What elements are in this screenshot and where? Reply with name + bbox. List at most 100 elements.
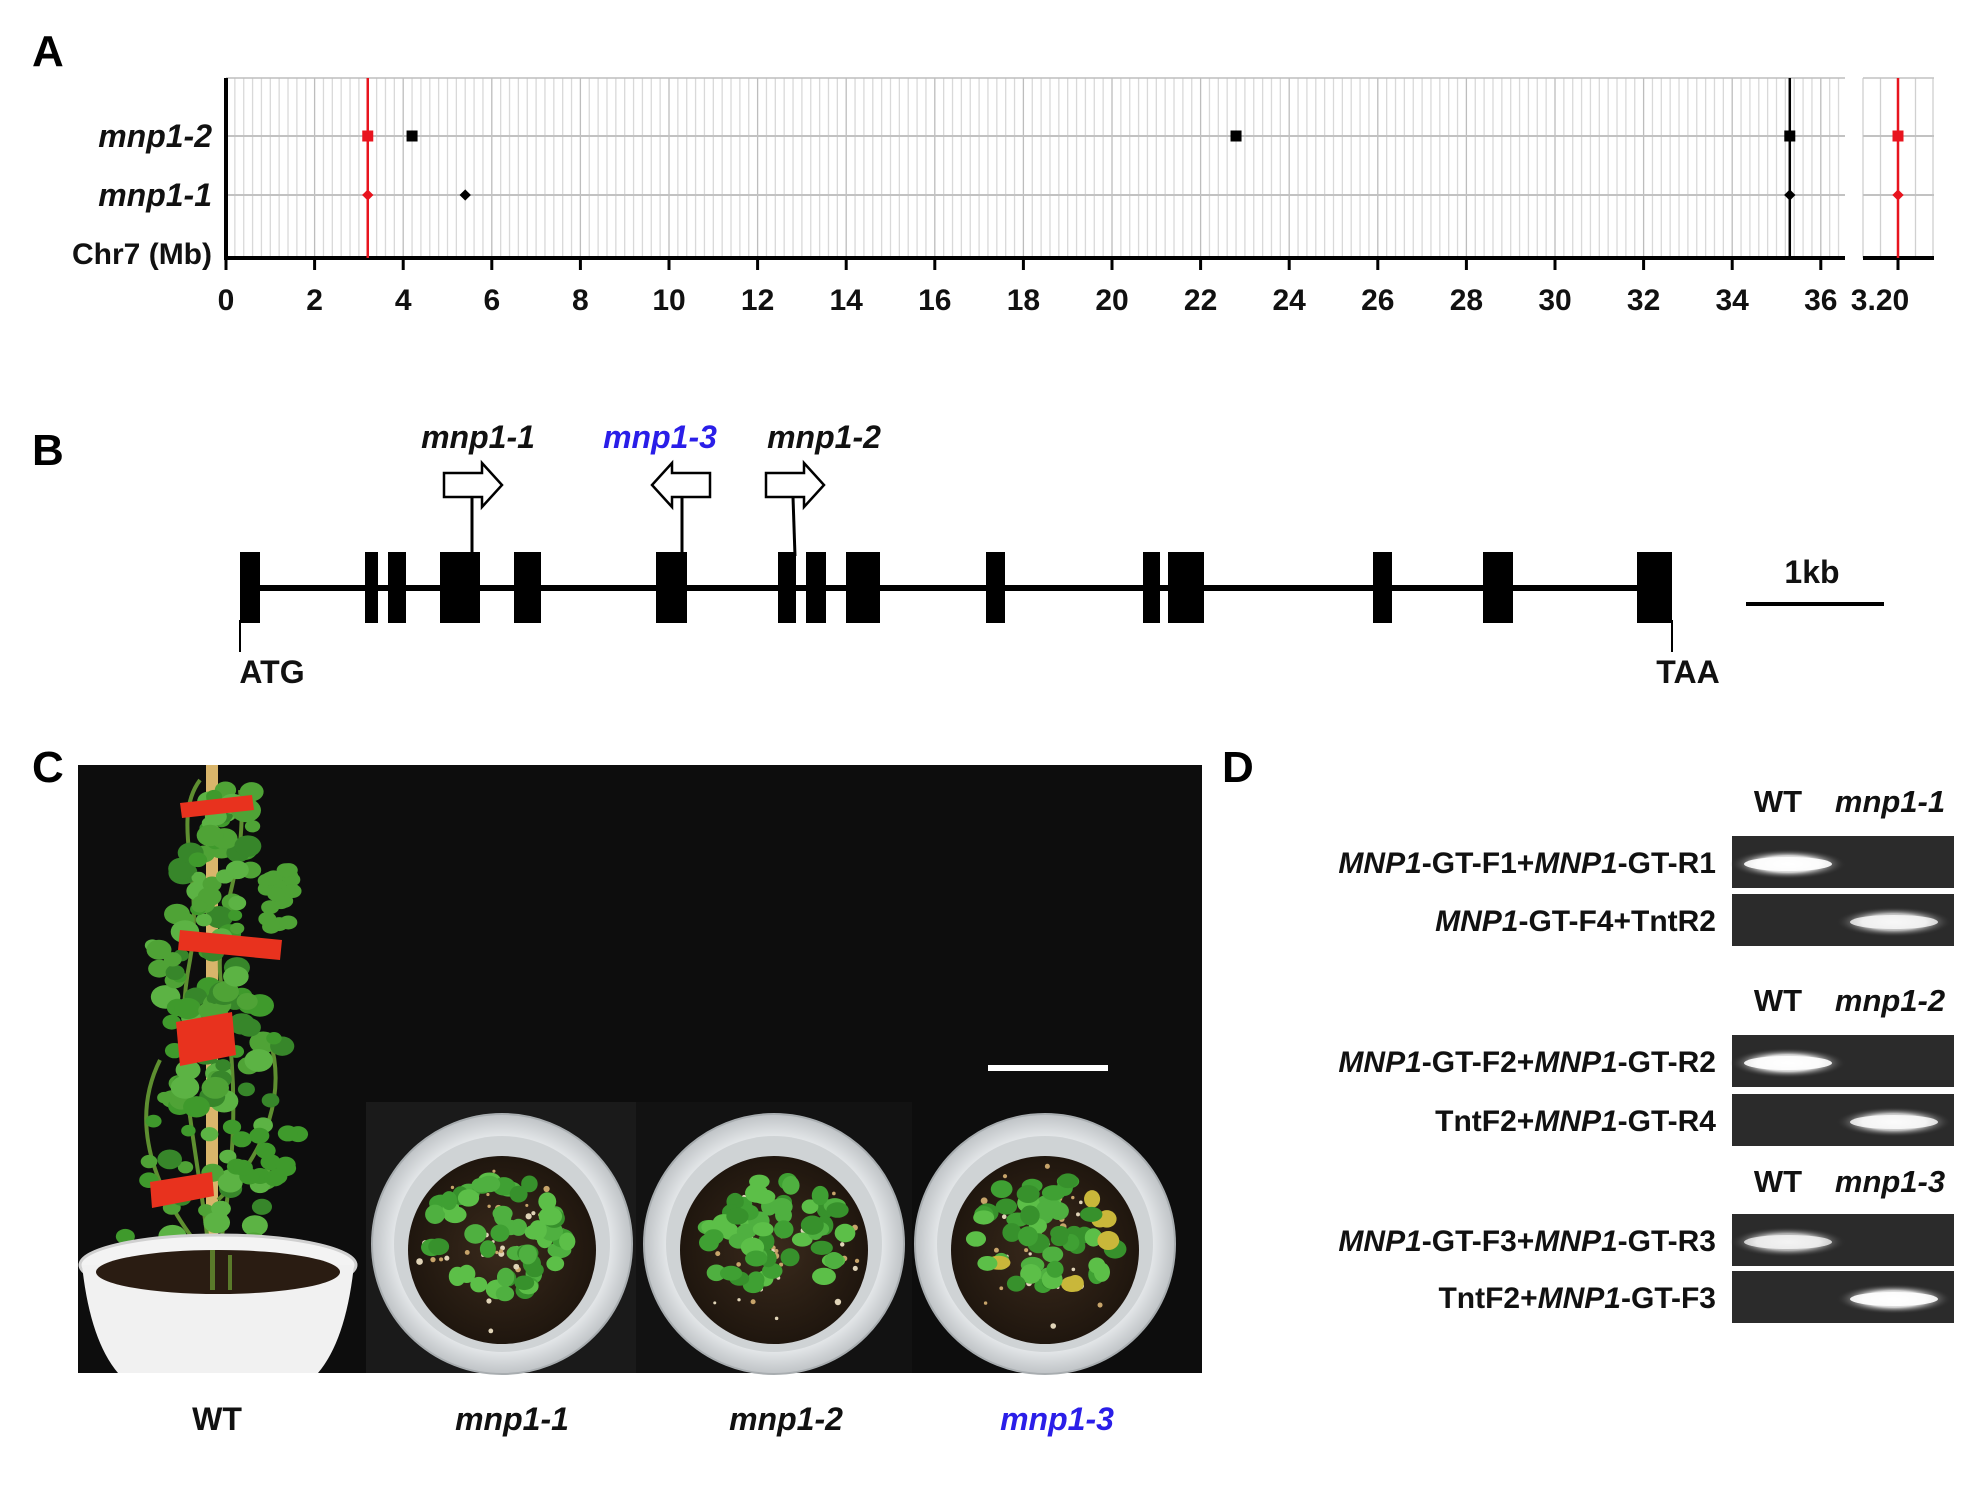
gel-band-core bbox=[1850, 1292, 1938, 1306]
soil-speck bbox=[430, 1257, 436, 1263]
soil-speck bbox=[713, 1301, 717, 1305]
panel-label-d: D bbox=[1222, 743, 1254, 792]
leaf bbox=[267, 887, 286, 902]
red-tape bbox=[150, 795, 282, 1208]
seedling-leaf bbox=[752, 1222, 774, 1237]
soil-speck bbox=[1097, 1302, 1103, 1308]
seedling-leaf bbox=[490, 1224, 510, 1242]
seedling-leaf bbox=[811, 1185, 829, 1206]
soil-speck bbox=[543, 1185, 550, 1193]
primer-part: TntF2+ bbox=[1435, 1105, 1534, 1138]
seedling-leaf bbox=[1006, 1275, 1026, 1292]
leaf bbox=[261, 871, 280, 886]
leaf bbox=[261, 1093, 280, 1108]
leaf bbox=[228, 909, 243, 922]
seedling-leaf bbox=[1016, 1185, 1040, 1204]
gel-group: WT mnp1-3MNP1-GT-F3+MNP1-GT-R3TntF2+MNP1-… bbox=[1338, 1164, 1954, 1323]
seedling-leaf bbox=[524, 1224, 543, 1240]
soil-speck bbox=[444, 1255, 450, 1261]
soil-speck bbox=[531, 1211, 536, 1216]
seedling-leaf bbox=[525, 1262, 544, 1278]
seedling-leaf bbox=[518, 1244, 537, 1265]
gel-header-mutant: mnp1-3 bbox=[1835, 1164, 1945, 1199]
soil-speck bbox=[774, 1316, 779, 1321]
gel-group: WT mnp1-2MNP1-GT-F2+MNP1-GT-R2TntF2+MNP1-… bbox=[1338, 983, 1954, 1146]
primer-part: -GT-F1+ bbox=[1422, 847, 1535, 880]
soil-speck bbox=[1076, 1212, 1080, 1217]
seedling-leaf bbox=[492, 1205, 513, 1222]
leaf bbox=[157, 1149, 183, 1170]
seedling-leaf bbox=[791, 1232, 813, 1247]
seedling-leaf bbox=[973, 1210, 995, 1225]
gel-group: WT mnp1-1MNP1-GT-F1+MNP1-GT-R1MNP1-GT-F4+… bbox=[1338, 784, 1954, 946]
panel-label-c: C bbox=[32, 743, 64, 792]
marker-mnp1-1 bbox=[459, 189, 471, 201]
stop-codon-label: TAA bbox=[1656, 654, 1719, 690]
seedling-leaf bbox=[479, 1240, 496, 1258]
soil-speck bbox=[834, 1298, 842, 1306]
leaf bbox=[165, 964, 185, 981]
seedling-leaf bbox=[812, 1267, 836, 1285]
caption-mnp1-2: mnp1-2 bbox=[729, 1401, 843, 1437]
marker-mnp1-1 bbox=[362, 189, 374, 201]
seedling-leaf bbox=[1050, 1225, 1070, 1241]
leaf bbox=[211, 1200, 231, 1217]
primer-part: MNP1 bbox=[1534, 1225, 1617, 1258]
gel-band-core bbox=[1850, 1115, 1938, 1129]
tick-label: 32 bbox=[1627, 284, 1660, 317]
chromosome-axis-label: Chr7 (Mb) bbox=[72, 238, 212, 271]
exon bbox=[656, 552, 687, 623]
scale-bar-label: 1kb bbox=[1784, 554, 1839, 590]
leaf bbox=[177, 1161, 194, 1174]
leaf bbox=[267, 1168, 288, 1185]
seedling-leaf bbox=[495, 1286, 515, 1302]
exon bbox=[778, 552, 796, 623]
soil-speck bbox=[737, 1298, 741, 1302]
gel-band-core bbox=[1850, 915, 1938, 929]
gel-header-wt: WT bbox=[1754, 983, 1802, 1018]
tick-label: 18 bbox=[1007, 284, 1040, 317]
leaf bbox=[170, 1075, 200, 1099]
exon bbox=[388, 552, 406, 623]
seedling-leaf bbox=[990, 1180, 1013, 1199]
primer-part: MNP1 bbox=[1435, 905, 1518, 938]
leaf bbox=[198, 1204, 214, 1217]
primer-part: MNP1 bbox=[1338, 1225, 1421, 1258]
tick-label: 22 bbox=[1184, 284, 1217, 317]
marker-mnp1-2 bbox=[1230, 130, 1242, 142]
exons bbox=[240, 552, 1672, 623]
soil-speck bbox=[715, 1251, 721, 1257]
primer-part: -GT-R1 bbox=[1618, 847, 1716, 880]
gel-panels: WT mnp1-1MNP1-GT-F1+MNP1-GT-R1MNP1-GT-F4+… bbox=[1338, 784, 1954, 1323]
exon bbox=[240, 552, 260, 623]
leaf bbox=[279, 915, 298, 930]
tick-label: 36 bbox=[1804, 284, 1837, 317]
primer-part: MNP1 bbox=[1338, 1046, 1421, 1079]
seedling-leaf bbox=[458, 1264, 476, 1284]
seedling-leaf bbox=[782, 1176, 800, 1195]
start-codon-label: ATG bbox=[239, 654, 304, 690]
seedling-leaf bbox=[1046, 1260, 1064, 1278]
seedling-leaf bbox=[703, 1229, 724, 1245]
leaf bbox=[197, 887, 222, 907]
gene-structure bbox=[239, 552, 1673, 652]
tick-label: 4 bbox=[395, 284, 412, 317]
leaf bbox=[236, 993, 258, 1010]
seedling-leaf bbox=[801, 1199, 819, 1214]
seedling-leaf bbox=[1048, 1202, 1069, 1221]
leaf bbox=[241, 1215, 268, 1237]
primer-part: MNP1 bbox=[1338, 847, 1421, 880]
seedling-leaf bbox=[749, 1174, 770, 1189]
leaf bbox=[228, 895, 247, 911]
seedling-leaf bbox=[834, 1223, 856, 1243]
exon bbox=[1168, 552, 1204, 623]
tick-label: 10 bbox=[652, 284, 685, 317]
soil-speck bbox=[1001, 1214, 1007, 1219]
arrow-right-icon bbox=[764, 459, 826, 511]
tick-label: 12 bbox=[741, 284, 774, 317]
exon bbox=[846, 552, 880, 623]
gel-header-wt: WT bbox=[1754, 1164, 1802, 1199]
soil-speck bbox=[832, 1191, 836, 1196]
leaf bbox=[223, 966, 249, 987]
